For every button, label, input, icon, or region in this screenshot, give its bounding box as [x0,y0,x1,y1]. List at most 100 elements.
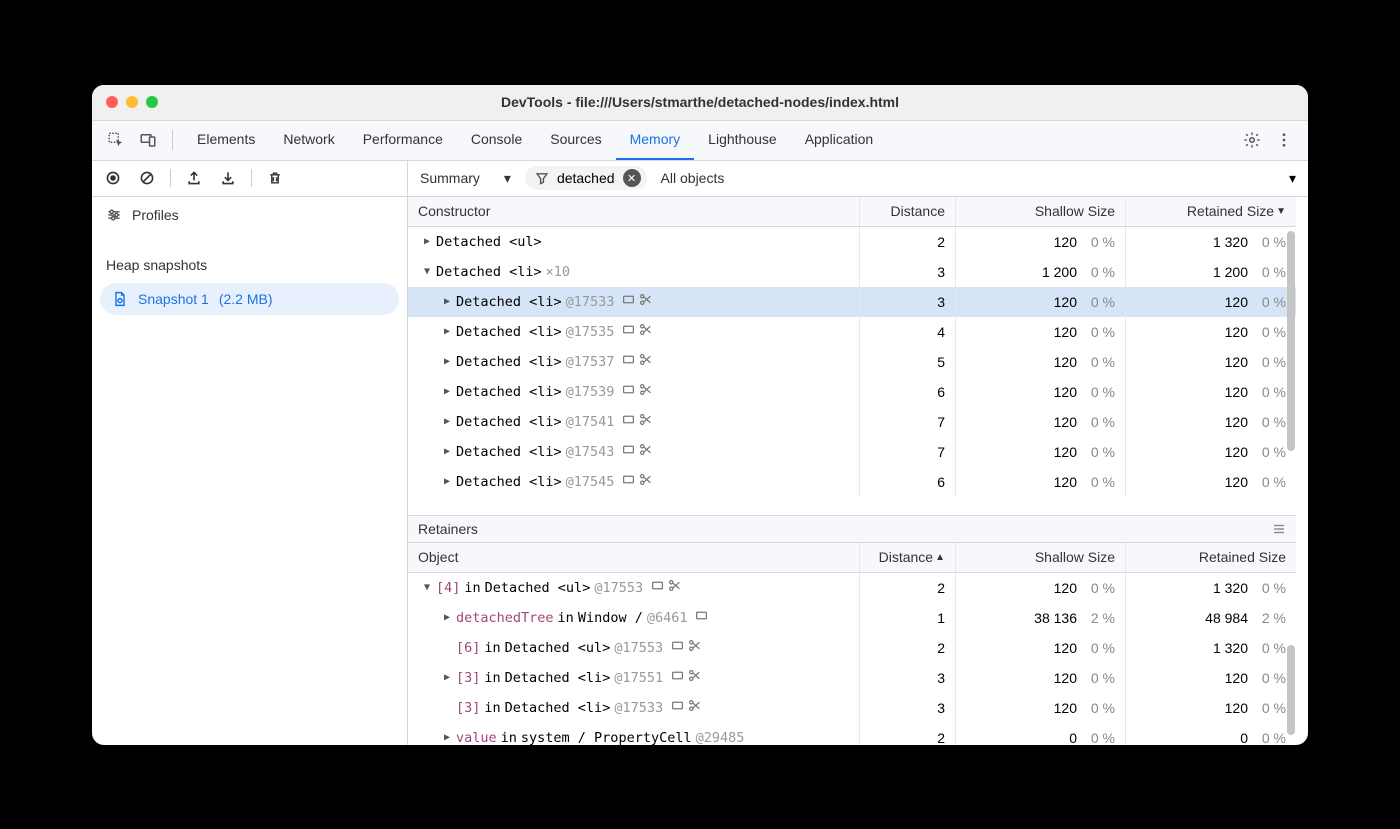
maximize-window-button[interactable] [146,96,158,108]
snapshot-item[interactable]: Snapshot 1 (2.2 MB) [100,283,399,315]
constructor-row[interactable]: ▶Detached <li> @1754371200 %1200 % [408,437,1296,467]
tab-sources[interactable]: Sources [536,120,615,160]
col-shallow[interactable]: Shallow Size [956,543,1126,572]
col-retained[interactable]: Retained Size▼ [1126,197,1296,226]
col-distance[interactable]: Distance▲ [860,543,956,572]
constructor-row[interactable]: ▶Detached <li> @1753331200 %1200 % [408,287,1296,317]
tab-network[interactable]: Network [269,120,348,160]
chevron-down-icon: ▾ [504,170,511,187]
expand-toggle[interactable]: ▶ [442,296,452,307]
cell-retained: 48 9842 % [1126,603,1296,633]
constructor-row[interactable]: ▶Detached <li> @1753541200 %1200 % [408,317,1296,347]
export-button[interactable] [183,167,205,189]
retainer-row[interactable]: ▼[4] in Detached <ul> @1755321200 %1 320… [408,573,1296,603]
cell-distance: 3 [860,287,956,317]
col-distance[interactable]: Distance [860,197,956,226]
box-icon [671,639,684,656]
retainers-grid-header: Object Distance▲ Shallow Size Retained S… [408,543,1296,573]
objects-filter-label: All objects [661,170,725,186]
constructor-row[interactable]: ▶Detached <ul>21200 %1 3200 % [408,227,1296,257]
scissors-icon [668,579,681,596]
cell-retained: 1200 % [1126,467,1296,497]
class-filter-chip[interactable]: detached ✕ [525,166,647,190]
constructor-row[interactable]: ▶Detached <li> @1754171200 %1200 % [408,407,1296,437]
cell-distance: 2 [860,227,956,257]
col-retained[interactable]: Retained Size [1126,543,1296,572]
cell-distance: 6 [860,467,956,497]
settings-gear-icon[interactable] [1238,126,1266,154]
expand-toggle[interactable]: ▼ [422,266,432,277]
constructors-grid: Constructor Distance Shallow Size Retain… [408,197,1296,515]
minimize-window-button[interactable] [126,96,138,108]
cell-shallow: 1200 % [956,633,1126,663]
tab-application[interactable]: Application [791,120,888,160]
scissors-icon [639,413,652,430]
cell-retained: 1 3200 % [1126,633,1296,663]
import-button[interactable] [217,167,239,189]
constructor-row[interactable]: ▼Detached <li> ×1031 2000 %1 2000 % [408,257,1296,287]
main-pane: Constructor Distance Shallow Size Retain… [408,197,1308,745]
cell-distance: 3 [860,693,956,723]
retainer-row[interactable]: [3] in Detached <li> @1753331200 %1200 % [408,693,1296,723]
constructors-grid-header: Constructor Distance Shallow Size Retain… [408,197,1296,227]
constructor-row[interactable]: ▶Detached <li> @1754561200 %1200 % [408,467,1296,497]
cell-shallow: 1200 % [956,467,1126,497]
menu-icon[interactable] [1272,522,1286,536]
retainer-row[interactable]: [6] in Detached <ul> @1755321200 %1 3200… [408,633,1296,663]
clear-button[interactable] [136,167,158,189]
scissors-icon [688,669,701,686]
tab-lighthouse[interactable]: Lighthouse [694,120,791,160]
cell-distance: 2 [860,633,956,663]
expand-toggle[interactable]: ▶ [442,386,452,397]
expand-toggle[interactable]: ▶ [442,356,452,367]
expand-toggle[interactable]: ▶ [442,416,452,427]
device-toolbar-icon[interactable] [134,126,162,154]
inspect-element-icon[interactable] [102,126,130,154]
snapshot-label: Snapshot 1 [138,291,209,307]
more-menu-icon[interactable] [1270,126,1298,154]
col-constructor[interactable]: Constructor [408,197,860,226]
tab-console[interactable]: Console [457,120,536,160]
col-object[interactable]: Object [408,543,860,572]
clear-filter-button[interactable]: ✕ [623,169,641,187]
scissors-icon [639,353,652,370]
constructor-row[interactable]: ▶Detached <li> @1753961200 %1200 % [408,377,1296,407]
cell-distance: 3 [860,663,956,693]
heap-snapshots-section-label: Heap snapshots [92,251,407,279]
cell-shallow: 1200 % [956,693,1126,723]
scrollbar-thumb[interactable] [1287,645,1295,735]
cell-shallow: 1 2000 % [956,257,1126,287]
col-shallow[interactable]: Shallow Size [956,197,1126,226]
expand-toggle[interactable]: ▶ [442,476,452,487]
constructor-row[interactable]: ▶Detached <li> @1753751200 %1200 % [408,347,1296,377]
cell-shallow: 1200 % [956,347,1126,377]
expand-toggle[interactable]: ▶ [442,732,452,743]
expand-toggle[interactable]: ▼ [422,582,432,593]
expand-toggle[interactable]: ▶ [442,446,452,457]
view-mode-dropdown[interactable]: Summary ▾ [420,170,511,187]
retainer-row[interactable]: ▶[3] in Detached <li> @1755131200 %1200 … [408,663,1296,693]
expand-toggle[interactable]: ▶ [442,612,452,623]
cell-retained: 1200 % [1126,287,1296,317]
chevron-down-icon[interactable]: ▾ [1289,170,1296,187]
tab-memory[interactable]: Memory [616,120,695,160]
expand-toggle[interactable]: ▶ [442,672,452,683]
cell-retained: 1 2000 % [1126,257,1296,287]
tab-performance[interactable]: Performance [349,120,457,160]
cell-distance: 3 [860,257,956,287]
close-window-button[interactable] [106,96,118,108]
sort-asc-icon: ▲ [935,552,945,563]
retainer-row[interactable]: ▶detachedTree in Window / @6461138 1362 … [408,603,1296,633]
box-icon [671,699,684,716]
retainers-header: Retainers [408,515,1296,543]
scrollbar-thumb[interactable] [1287,231,1295,451]
objects-filter-dropdown[interactable]: All objects [661,170,725,186]
box-icon [622,293,635,310]
cell-shallow: 1200 % [956,227,1126,257]
tab-elements[interactable]: Elements [183,120,269,160]
collect-garbage-button[interactable] [264,167,286,189]
expand-toggle[interactable]: ▶ [422,236,432,247]
retainer-row[interactable]: ▶value in system / PropertyCell @2948520… [408,723,1296,745]
record-button[interactable] [102,167,124,189]
expand-toggle[interactable]: ▶ [442,326,452,337]
